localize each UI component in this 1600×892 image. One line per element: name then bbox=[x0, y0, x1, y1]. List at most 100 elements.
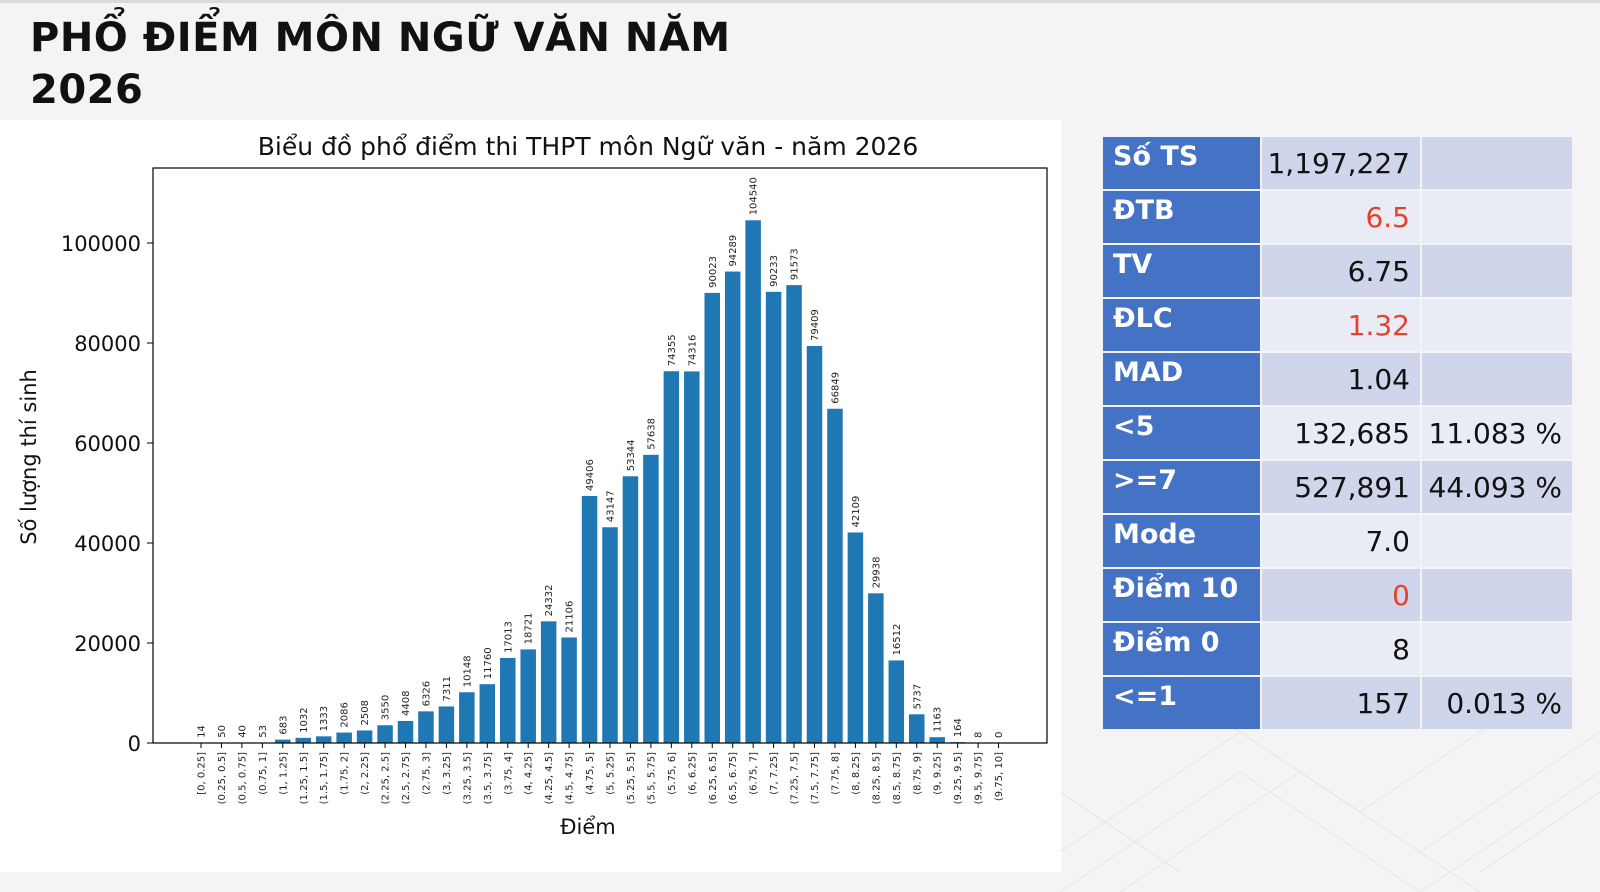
bar-value-label: 164 bbox=[953, 718, 964, 737]
top-border bbox=[0, 0, 1600, 3]
bar-value-label: 0 bbox=[994, 732, 1005, 738]
x-tick-label: (5.75, 6] bbox=[667, 752, 678, 795]
x-tick-label: (8.75, 9] bbox=[912, 752, 923, 795]
bar bbox=[438, 706, 455, 743]
bar bbox=[356, 730, 373, 743]
bar bbox=[377, 725, 393, 743]
bar bbox=[275, 739, 291, 743]
x-axis-label: Điểm bbox=[560, 815, 615, 839]
stat-percent bbox=[1422, 299, 1572, 351]
bar-value-label: 8 bbox=[974, 732, 985, 738]
x-tick-label: (5.25, 5.5] bbox=[626, 752, 637, 804]
bar-value-label: 11760 bbox=[483, 647, 494, 679]
stat-percent bbox=[1422, 569, 1572, 621]
bar-value-label: 90233 bbox=[769, 255, 780, 287]
bar-value-label: 2086 bbox=[340, 702, 351, 727]
stat-percent bbox=[1422, 137, 1572, 189]
stat-label: Điểm 10 bbox=[1103, 569, 1260, 621]
bar bbox=[602, 527, 618, 743]
x-tick-label: (5, 5.25] bbox=[606, 752, 617, 795]
bar bbox=[929, 737, 945, 743]
bar-value-label: 7311 bbox=[442, 676, 453, 701]
page-title-line1: PHỔ ĐIỂM MÔN NGỮ VĂN NĂM bbox=[30, 15, 731, 61]
bar-value-label: 50 bbox=[217, 725, 228, 738]
bar-value-label: 74316 bbox=[687, 335, 698, 367]
bar-value-label: 40 bbox=[237, 725, 248, 738]
stats-row: <=1 157 0.013 % bbox=[1103, 677, 1572, 729]
x-tick-label: [0, 0.25] bbox=[197, 752, 208, 795]
bar-value-label: 104540 bbox=[749, 177, 760, 215]
x-tick-label: (8.5, 8.75] bbox=[892, 752, 903, 804]
stat-percent: 0.013 % bbox=[1422, 677, 1572, 729]
stats-row: <5 132,685 11.083 % bbox=[1103, 407, 1572, 459]
bar-value-label: 3550 bbox=[381, 695, 392, 720]
stat-percent bbox=[1422, 191, 1572, 243]
stat-value: 527,891 bbox=[1262, 461, 1420, 513]
bar bbox=[765, 291, 782, 743]
stats-row: ĐLC 1.32 bbox=[1103, 299, 1572, 351]
x-tick-label: (0.75, 1] bbox=[258, 752, 269, 795]
stat-label: Số TS bbox=[1103, 137, 1260, 189]
bar-value-label: 74355 bbox=[667, 334, 678, 366]
x-tick-label: (1.25, 1.5] bbox=[299, 752, 310, 804]
bar bbox=[479, 684, 496, 743]
bar-value-label: 49406 bbox=[585, 459, 596, 491]
y-tick-label: 80000 bbox=[74, 332, 141, 356]
bar bbox=[909, 714, 925, 743]
stat-label: >=7 bbox=[1103, 461, 1260, 513]
bar bbox=[315, 736, 332, 743]
bar bbox=[745, 220, 761, 744]
bar bbox=[684, 371, 700, 743]
stats-table: Số TS 1,197,227 ĐTB 6.5 TV 6.75 ĐLC 1.32 MAD 1.04… bbox=[1101, 135, 1574, 731]
bar-value-label: 18721 bbox=[524, 613, 535, 645]
chart-panel: Biểu đồ phổ điểm thi THPT môn Ngữ văn - … bbox=[0, 120, 1062, 872]
bar bbox=[500, 657, 516, 743]
bar bbox=[397, 720, 414, 743]
plot-frame bbox=[152, 167, 1048, 744]
stat-percent bbox=[1422, 623, 1572, 675]
bar bbox=[418, 711, 434, 743]
stat-value: 1.04 bbox=[1262, 353, 1420, 405]
bar bbox=[847, 532, 864, 743]
bar bbox=[786, 285, 802, 743]
x-tick-label: (2.25, 2.5] bbox=[381, 752, 392, 804]
bar-value-label: 17013 bbox=[503, 621, 514, 653]
stat-value: 7.0 bbox=[1262, 515, 1420, 567]
x-tick-label: (1.75, 2] bbox=[340, 752, 351, 795]
x-tick-label: (6.75, 7] bbox=[749, 752, 760, 795]
x-tick-label: (3.5, 3.75] bbox=[483, 752, 494, 804]
stat-value: 6.5 bbox=[1262, 191, 1420, 243]
stat-label: MAD bbox=[1103, 353, 1260, 405]
bar-value-label: 1333 bbox=[319, 706, 330, 731]
bar bbox=[643, 454, 659, 743]
stat-value: 8 bbox=[1262, 623, 1420, 675]
bar-value-label: 53344 bbox=[626, 439, 637, 471]
stats-row: Số TS 1,197,227 bbox=[1103, 137, 1572, 189]
stat-percent: 11.083 % bbox=[1422, 407, 1572, 459]
stats-row: ĐTB 6.5 bbox=[1103, 191, 1572, 243]
x-tick-label: (7.5, 7.75] bbox=[810, 752, 821, 804]
stat-label: ĐLC bbox=[1103, 299, 1260, 351]
x-tick-label: (7.25, 7.5] bbox=[790, 752, 801, 804]
bar-value-label: 1163 bbox=[933, 707, 944, 732]
bar-value-label: 24332 bbox=[544, 585, 555, 617]
bar bbox=[622, 476, 639, 743]
bar bbox=[704, 292, 720, 743]
x-tick-label: (9.5, 9.75] bbox=[974, 752, 985, 804]
page-title: PHỔ ĐIỂM MÔN NGỮ VĂN NĂM 2026 bbox=[30, 12, 790, 116]
axis-layer: [0, 0.25] (0.25, 0.5] (0.5, 0.75] (0.75, 1]… bbox=[61, 167, 1048, 804]
stats-row: TV 6.75 bbox=[1103, 245, 1572, 297]
bar bbox=[520, 649, 536, 743]
x-tick-label: (8.25, 8.5] bbox=[871, 752, 882, 804]
stat-value: 1,197,227 bbox=[1262, 137, 1420, 189]
y-axis-label: Số lượng thí sinh bbox=[17, 369, 41, 545]
y-tick-label: 60000 bbox=[74, 432, 141, 456]
bar bbox=[561, 637, 577, 743]
bar-value-label: 14 bbox=[197, 725, 208, 738]
stat-value: 132,685 bbox=[1262, 407, 1420, 459]
stat-label: ĐTB bbox=[1103, 191, 1260, 243]
bar-value-label: 90023 bbox=[708, 256, 719, 288]
bar-value-label: 91573 bbox=[790, 248, 801, 280]
x-tick-label: (3.75, 4] bbox=[503, 752, 514, 795]
